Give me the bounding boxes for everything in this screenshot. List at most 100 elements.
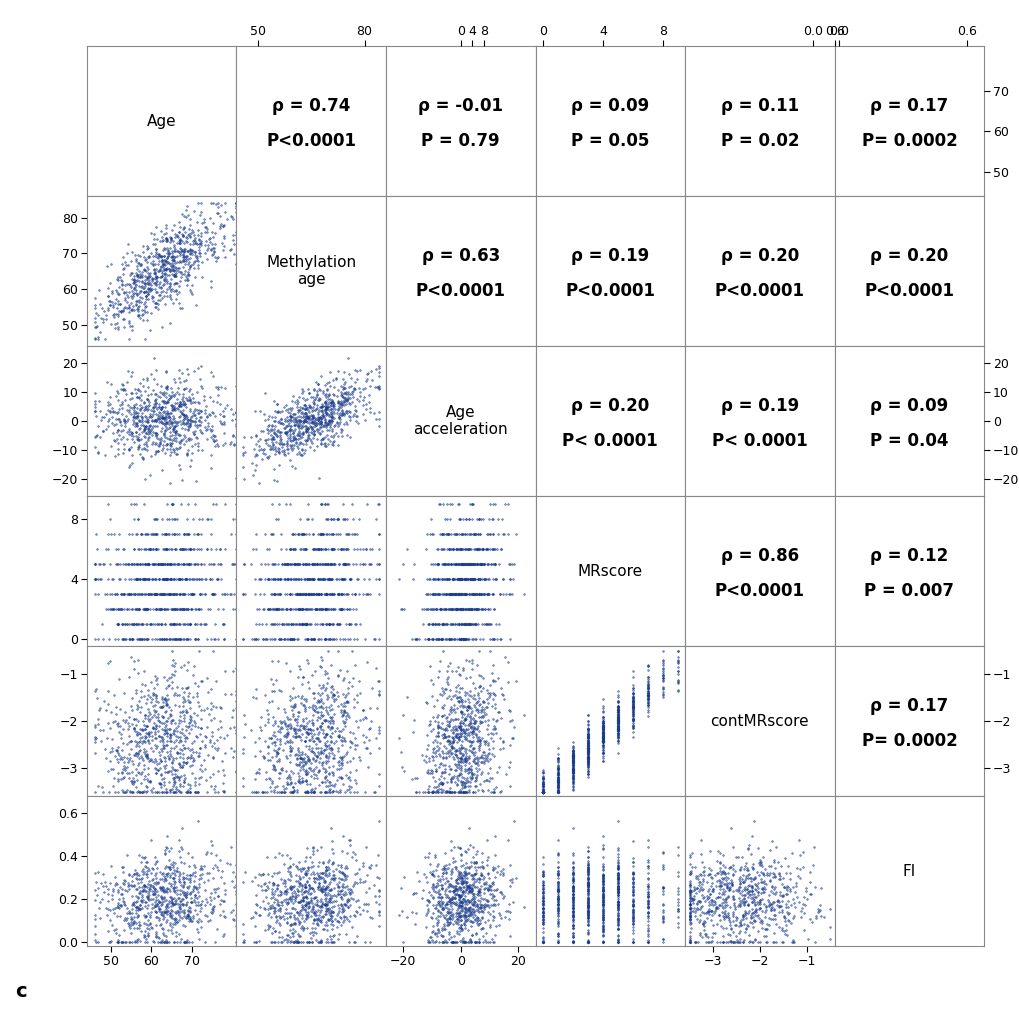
Point [141,707,157,723]
Point [127,747,144,763]
Point [301,585,317,602]
Point [106,316,122,332]
Point [228,601,245,617]
Point [318,571,334,587]
Point [534,866,550,883]
Point [319,416,335,433]
Point [594,703,610,719]
Point [565,770,581,787]
Point [481,540,497,557]
Point [639,691,655,707]
Point [332,421,348,438]
Point [451,879,468,895]
Point [437,630,453,647]
Point [681,848,697,864]
Point [484,711,500,727]
Point [609,934,626,950]
Point [414,747,430,763]
Point [681,879,697,895]
Point [318,861,334,878]
Point [294,892,311,908]
Point [293,881,310,897]
Point [288,438,305,454]
Point [268,896,284,913]
Point [206,243,222,260]
Point [330,926,346,942]
Point [449,555,466,572]
Point [442,738,459,754]
Point [112,571,128,587]
Point [315,436,331,452]
Point [453,740,470,756]
Point [127,894,144,910]
Point [179,601,196,617]
Point [770,897,787,914]
Point [464,724,480,741]
Point [565,743,581,759]
Point [325,555,341,572]
Point [484,908,500,925]
Point [132,257,149,273]
Point [471,742,487,758]
Point [122,424,139,440]
Point [565,934,581,950]
Point [291,389,308,405]
Point [594,872,610,888]
Point [161,585,177,602]
Point [310,585,326,602]
Point [639,692,655,708]
Point [122,318,139,335]
Point [117,934,133,950]
Point [139,275,155,292]
Point [321,398,337,414]
Point [484,720,500,737]
Point [304,934,320,950]
Point [736,893,752,909]
Point [668,675,685,692]
Point [305,555,321,572]
Point [278,904,294,921]
Point [565,750,581,766]
Point [713,897,730,914]
Point [148,718,164,735]
Point [473,702,489,718]
Point [290,601,307,617]
Point [639,686,655,703]
Point [452,918,469,934]
Point [754,849,770,865]
Point [215,218,231,234]
Point [549,770,566,787]
Point [144,691,160,707]
Point [691,894,707,910]
Point [109,300,125,316]
Point [167,395,183,411]
Point [163,271,179,287]
Point [345,510,362,527]
Point [477,540,493,557]
Point [191,888,207,904]
Point [309,386,325,402]
Point [115,300,131,316]
Point [434,928,450,944]
Point [87,393,103,409]
Point [306,870,322,886]
Point [460,772,476,789]
Point [432,585,448,602]
Point [579,902,595,919]
Point [320,401,336,417]
Point [565,748,581,764]
Point [299,906,315,923]
Point [549,897,566,914]
Point [148,924,164,940]
Point [430,555,446,572]
Point [624,858,640,875]
Point [189,416,205,433]
Point [639,899,655,916]
Point [304,740,320,756]
Point [311,906,327,923]
Point [171,571,187,587]
Point [332,601,348,617]
Point [452,722,469,739]
Point [286,394,303,410]
Point [429,555,445,572]
